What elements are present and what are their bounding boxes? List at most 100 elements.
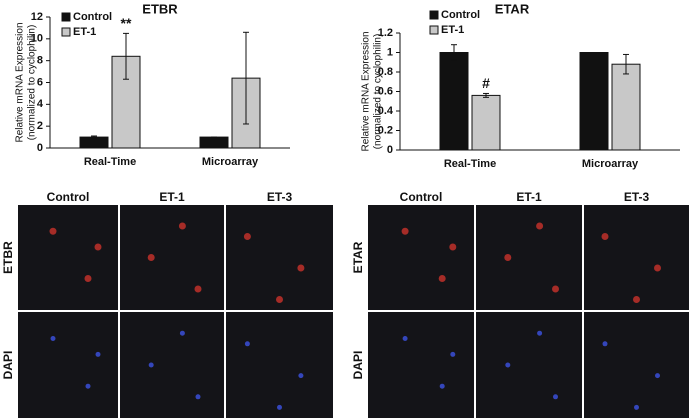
bar: [79, 136, 109, 149]
cell-signal: [243, 233, 251, 240]
bar: [611, 63, 641, 151]
chart-title: ETAR: [495, 1, 530, 16]
cell-signal: [536, 222, 544, 230]
error-bar: [623, 53, 629, 75]
cell-signal: [505, 362, 511, 368]
column-label: ET-1: [516, 190, 542, 204]
cell-signal: [276, 296, 283, 303]
chart-title: ETBR: [142, 1, 178, 16]
column-label: ET-3: [267, 190, 293, 204]
cell-signal: [633, 296, 640, 303]
annotation: #: [482, 75, 490, 91]
y-tick-label: 0.6: [378, 85, 393, 97]
column-label: ET-3: [624, 190, 650, 204]
legend-swatch: [61, 12, 71, 22]
micrograph: [226, 312, 333, 418]
y-tick-label: 0: [37, 142, 43, 154]
legend-label: ET-1: [441, 24, 464, 36]
y-tick-label: 2: [37, 120, 43, 132]
cell-signal: [195, 394, 201, 400]
micrograph: [120, 312, 224, 418]
cell-signal: [95, 351, 101, 357]
cell-signal: [450, 351, 456, 357]
legend-swatch: [429, 25, 439, 35]
y-tick-label: 1: [387, 46, 393, 58]
y-tick-label: 10: [31, 33, 43, 45]
bar: [579, 52, 609, 151]
cell-signal: [634, 404, 639, 410]
cell-signal: [537, 330, 543, 336]
annotation: **: [121, 15, 132, 31]
cell-signal: [402, 336, 408, 341]
cell-signal: [94, 243, 102, 251]
legend-swatch: [429, 10, 439, 20]
error-bar: [451, 44, 457, 61]
cell-signal: [148, 362, 154, 368]
y-tick-label: 6: [37, 76, 43, 88]
cell-signal: [297, 264, 305, 272]
row-label: DAPI: [351, 351, 365, 380]
cell-signal: [298, 373, 304, 379]
x-tick-label: Microarray: [202, 156, 259, 168]
cell-signal: [49, 227, 57, 235]
cell-signal: [601, 233, 609, 240]
row-label: ETAR: [351, 241, 365, 273]
bar: [471, 94, 501, 151]
cell-signal: [277, 404, 282, 410]
x-tick-label: Microarray: [582, 158, 639, 170]
micrograph: [18, 312, 118, 418]
cell-signal: [244, 341, 250, 347]
cell-signal: [401, 227, 409, 235]
cell-signal: [449, 243, 457, 251]
micrograph: [120, 205, 224, 310]
micrograph: [18, 205, 118, 310]
cell-signal: [179, 330, 185, 336]
y-tick-label: 0.2: [378, 124, 393, 136]
error-bar: [123, 32, 129, 80]
cell-signal: [439, 383, 445, 389]
column-label: ET-1: [159, 190, 185, 204]
row-label: ETBR: [1, 241, 15, 274]
cell-signal: [602, 341, 608, 347]
micrograph: [368, 312, 474, 418]
y-tick-label: 4: [37, 98, 44, 110]
y-axis-label: (normalized to cyclophilin): [27, 25, 38, 141]
micrograph: [368, 205, 474, 310]
cell-signal: [84, 275, 92, 282]
cell-signal: [553, 394, 558, 400]
cell-signal: [552, 285, 559, 293]
error-bar: [483, 92, 489, 98]
cell-signal: [438, 275, 446, 282]
y-tick-label: 0.4: [378, 105, 394, 117]
y-axis-label: (normalized to cyclophilin): [373, 34, 384, 150]
cell-signal: [655, 373, 660, 379]
y-tick-label: 8: [37, 55, 43, 67]
cell-signal: [50, 336, 56, 341]
column-label: Control: [400, 190, 443, 204]
y-tick-label: 12: [31, 11, 43, 23]
bar: [439, 52, 469, 151]
y-tick-label: 0: [387, 144, 393, 156]
legend-label: ET-1: [73, 26, 96, 38]
error-bar: [91, 135, 97, 139]
error-bar: [243, 31, 249, 125]
micrograph: [584, 205, 689, 310]
micrograph: [476, 312, 582, 418]
column-label: Control: [47, 190, 90, 204]
y-axis-label: Relative mRNA Expression: [361, 31, 372, 151]
cell-signal: [504, 254, 512, 261]
legend-label: Control: [73, 11, 112, 23]
cell-signal: [85, 383, 91, 389]
legend-swatch: [61, 27, 71, 37]
micrograph: [584, 312, 689, 418]
y-tick-label: 1.2: [378, 27, 393, 39]
y-tick-label: 0.8: [378, 66, 393, 78]
legend-label: Control: [441, 9, 480, 21]
cell-signal: [654, 264, 661, 272]
bar: [199, 136, 229, 149]
micrograph: [226, 205, 333, 310]
micrograph: [476, 205, 582, 310]
row-label: DAPI: [1, 351, 15, 380]
cell-signal: [147, 254, 155, 261]
